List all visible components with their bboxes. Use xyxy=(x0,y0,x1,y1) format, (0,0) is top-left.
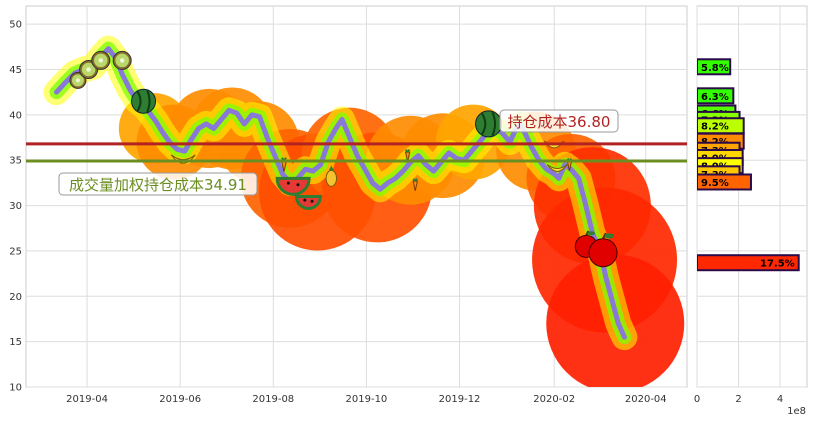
carrot-icon xyxy=(412,178,418,191)
apple-icon xyxy=(588,232,618,268)
y-tick-label: 30 xyxy=(9,201,22,212)
x-tick-label: 2019-04 xyxy=(66,394,108,405)
y-tick-label: 45 xyxy=(9,65,22,76)
volume-bar-label: 5.8% xyxy=(701,63,729,74)
avg-cost-box xyxy=(499,109,619,133)
side-grid xyxy=(696,6,807,388)
side-x-axis: 0 2 4 xyxy=(694,394,783,405)
kiwi-icon xyxy=(112,50,132,70)
x-tick-label: 2019-10 xyxy=(346,394,388,405)
y-tick-label: 25 xyxy=(9,246,22,257)
watermelon-icon xyxy=(131,88,157,114)
y-tick-label: 20 xyxy=(9,292,22,303)
slice-icon xyxy=(275,176,311,196)
y-tick-label: 50 xyxy=(9,20,22,31)
carrot-icon xyxy=(404,149,411,162)
side-x-tick-label: 4 xyxy=(777,394,783,405)
cost-lines xyxy=(26,142,687,163)
volume-bar xyxy=(697,254,800,272)
avg-cost-label: 持仓成本36.80 xyxy=(508,113,611,131)
main-x-axis: 2019-04 2019-06 2019-08 2019-10 2019-12 2020-… xyxy=(66,394,667,405)
y-tick-label: 15 xyxy=(9,337,22,348)
volume-bar-label: 8.2% xyxy=(701,122,729,133)
volume-bar-label: 9.5% xyxy=(701,178,729,189)
pineapple-icon xyxy=(325,165,338,187)
kiwi-icon xyxy=(91,50,111,70)
avg-cost-annotation: 持仓成本36.80 xyxy=(499,109,619,133)
x-tick-label: 2020-02 xyxy=(533,394,575,405)
side-scale-label: 1e8 xyxy=(787,406,806,417)
side-x-tick-label: 0 xyxy=(694,394,700,405)
y-tick-label: 35 xyxy=(9,156,22,167)
x-tick-label: 2020-04 xyxy=(625,394,667,405)
volume-bars: 5.8%6.3%6.6%7.3%8.2%8.2%7.3%8.0%8.0%7.3%… xyxy=(697,58,800,272)
x-tick-label: 2019-08 xyxy=(252,394,294,405)
slice-icon xyxy=(294,195,322,210)
volume-bar-label: 6.3% xyxy=(701,92,729,103)
volume-bar xyxy=(697,173,752,191)
vwap-cost-box xyxy=(58,172,258,196)
volume-bar xyxy=(697,58,732,76)
vwap-cost-annotation: 成交量加权持仓成本34.91 xyxy=(58,172,258,196)
volume-profile-panel: 5.8%6.3%6.6%7.3%8.2%8.2%7.3%8.0%8.0%7.3%… xyxy=(694,5,808,417)
y-tick-label: 40 xyxy=(9,110,22,121)
kiwi-icon xyxy=(69,71,87,89)
side-x-tick-label: 2 xyxy=(735,394,741,405)
vwap-cost-label: 成交量加权持仓成本34.91 xyxy=(69,176,247,194)
main-y-axis: 10 15 20 25 30 35 40 45 50 xyxy=(9,20,22,394)
volume-bar xyxy=(697,87,735,105)
banana-icon xyxy=(546,164,568,172)
x-tick-label: 2019-12 xyxy=(439,394,481,405)
x-tick-label: 2019-06 xyxy=(159,394,201,405)
volume-bar-label: 17.5% xyxy=(760,259,795,270)
y-tick-label: 10 xyxy=(9,383,22,394)
watermelon-icon xyxy=(475,110,503,138)
main-price-panel: 10 15 20 25 30 35 40 45 50 2019-04 2019-06 2019-08… xyxy=(9,5,688,405)
